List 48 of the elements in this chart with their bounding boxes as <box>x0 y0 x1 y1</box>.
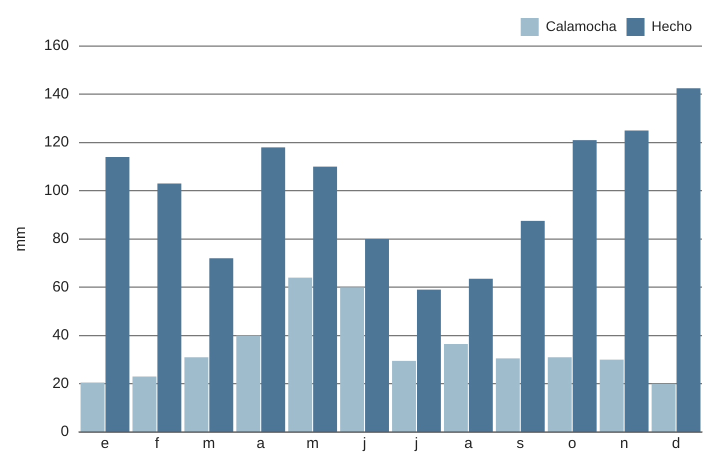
x-tick-label: j <box>362 435 366 452</box>
bar <box>548 357 572 432</box>
bar <box>288 278 312 432</box>
bar <box>572 140 597 432</box>
bar <box>444 344 468 432</box>
bar <box>365 239 389 432</box>
bar <box>600 360 624 432</box>
y-tick-label: 60 <box>52 278 70 296</box>
x-tick-label: f <box>154 435 160 452</box>
x-tick-label: d <box>672 435 680 452</box>
bar <box>468 278 493 432</box>
bar <box>80 382 104 432</box>
x-tick-label: m <box>202 435 216 452</box>
bar <box>416 290 441 432</box>
y-tick-label: 120 <box>44 134 70 151</box>
bar <box>676 88 700 432</box>
x-tick-label: e <box>100 435 110 452</box>
x-tick-label: a <box>256 435 266 452</box>
bar <box>184 357 208 432</box>
bar <box>652 384 676 432</box>
x-tick-label: a <box>464 435 474 452</box>
y-tick-label: 160 <box>44 37 70 54</box>
legend-label: Calamocha <box>546 18 617 34</box>
bar <box>313 166 338 432</box>
x-tick-label: j <box>414 435 418 452</box>
y-tick-label: 40 <box>52 326 70 344</box>
bar <box>261 147 286 432</box>
bar <box>236 336 260 432</box>
bar <box>105 156 130 432</box>
y-tick-label: 100 <box>44 182 70 199</box>
x-tick-label: n <box>620 435 628 452</box>
bar <box>520 220 545 432</box>
bar <box>157 184 182 432</box>
y-axis-title: mm <box>12 226 30 252</box>
x-tick-label: s <box>516 435 524 452</box>
bar <box>392 360 416 432</box>
x-tick-label: o <box>568 435 576 452</box>
bar <box>496 358 520 432</box>
bar <box>340 287 364 432</box>
bar <box>209 258 234 432</box>
y-tick-label: 80 <box>52 230 70 248</box>
y-tick-label: 20 <box>52 374 70 392</box>
y-tick-label: 0 <box>60 423 70 440</box>
y-tick-label: 140 <box>44 85 70 102</box>
bar <box>624 130 649 432</box>
legend-label: Hecho <box>652 18 692 34</box>
x-tick-label: m <box>306 435 319 452</box>
bar <box>132 376 156 432</box>
